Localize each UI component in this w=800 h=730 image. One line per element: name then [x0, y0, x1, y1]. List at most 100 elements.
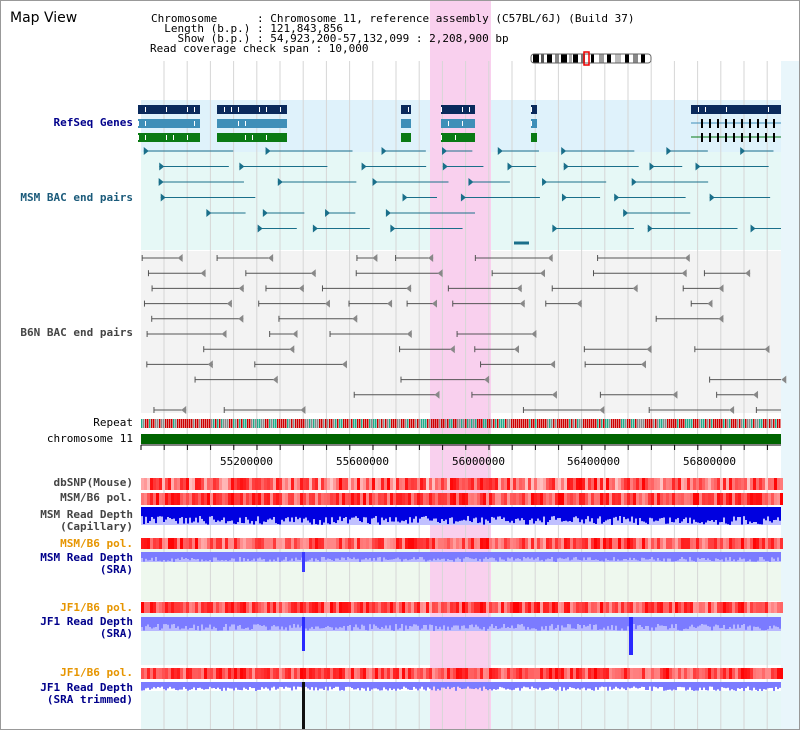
read-depth-bar — [225, 507, 227, 524]
repeat-mark — [495, 419, 497, 428]
read-depth-gap — [603, 627, 605, 631]
repeat-mark — [295, 419, 297, 428]
heat-cell — [759, 538, 762, 549]
read-depth-gap — [371, 518, 373, 525]
read-depth-bar — [163, 507, 165, 523]
heat-cell — [261, 538, 264, 549]
heat-cell — [402, 478, 405, 490]
gene-exon — [733, 119, 735, 128]
repeat-mark — [395, 419, 397, 428]
read-depth-gap — [703, 524, 705, 525]
track-label-msm-b6-pol-1[interactable]: MSM/B6 pol. — [60, 491, 133, 504]
track-label-refseq-genes[interactable]: RefSeq Genes — [53, 116, 133, 129]
read-depth-gap — [425, 516, 427, 525]
track-label-msm-b6-pol-2[interactable]: MSM/B6 pol. — [60, 537, 133, 550]
track-label-jf1-b6-pol-1[interactable]: JF1/B6 pol. — [60, 601, 133, 614]
heat-cell — [723, 478, 726, 490]
heat-cell — [684, 493, 687, 505]
heat-cell — [660, 602, 663, 613]
heat-cell — [201, 493, 204, 505]
track-label-dbsnp[interactable]: dbSNP(Mouse) — [53, 476, 133, 489]
read-depth-gap — [461, 625, 463, 631]
heat-cell — [147, 602, 150, 613]
read-depth-bar — [193, 617, 195, 625]
read-depth-gap — [553, 629, 555, 631]
read-depth-gap — [179, 629, 181, 631]
heat-cell — [567, 668, 570, 679]
repeat-mark — [293, 419, 295, 428]
track-label-jf1-read-depth-sra-trimmed[interactable]: JF1 Read Depth (SRA trimmed) — [40, 681, 133, 706]
read-depth-gap — [605, 520, 607, 525]
read-depth-bar — [453, 617, 455, 626]
heat-cell — [525, 538, 528, 549]
heat-cell — [465, 478, 468, 490]
read-depth-bar — [627, 682, 629, 688]
read-depth-gap — [391, 559, 393, 562]
read-depth-bar — [389, 682, 391, 689]
track-label-jf1-read-depth-sra[interactable]: JF1 Read Depth (SRA) — [40, 615, 133, 640]
read-depth-gap — [711, 630, 713, 631]
heat-cell — [705, 538, 708, 549]
read-depth-gap — [251, 629, 253, 631]
track-label-msm-bac-end-pairs[interactable]: MSM BAC end pairs — [20, 191, 133, 204]
read-depth-gap — [693, 519, 695, 525]
read-depth-gap — [473, 627, 475, 631]
read-depth-bar — [367, 617, 369, 631]
track-label-msm-read-depth-sra[interactable]: MSM Read Depth (SRA) — [40, 551, 133, 576]
read-depth-gap — [615, 560, 617, 562]
read-depth-bar — [739, 682, 741, 689]
track-label-jf1-b6-pol-2[interactable]: JF1/B6 pol. — [60, 666, 133, 679]
read-depth-bar — [585, 507, 587, 520]
read-depth-gap — [147, 523, 149, 525]
track-label-msm-read-depth-capillary[interactable]: MSM Read Depth (Capillary) — [40, 508, 133, 533]
read-depth-gap — [313, 519, 315, 525]
read-depth-bar — [191, 507, 193, 523]
track-label-chromosome[interactable]: chromosome 11 — [46, 432, 133, 445]
track-label-b6n-bac-end-pairs[interactable]: B6N BAC end pairs — [20, 326, 133, 339]
heat-cell — [300, 538, 303, 549]
read-depth-gap — [507, 557, 509, 562]
heat-cell — [636, 493, 639, 505]
heat-cell — [351, 602, 354, 613]
heat-cell — [687, 478, 690, 490]
read-depth-gap — [591, 629, 593, 631]
read-depth-bar — [485, 682, 487, 690]
read-depth-gap — [661, 518, 663, 525]
read-depth-bar — [581, 552, 583, 561]
heat-cell — [735, 538, 738, 549]
read-depth-gap — [233, 624, 235, 631]
read-depth-bar — [575, 617, 577, 630]
read-depth-bar — [197, 682, 199, 689]
repeat-mark — [169, 419, 171, 428]
read-depth-gap — [579, 522, 581, 525]
heat-cell — [768, 493, 771, 505]
read-depth-gap — [341, 521, 343, 525]
read-depth-bar — [379, 552, 381, 558]
heat-cell — [762, 538, 765, 549]
read-depth-gap — [755, 522, 757, 525]
heat-cell — [369, 602, 372, 613]
heat-cell — [747, 668, 750, 679]
read-depth-gap — [529, 558, 531, 562]
read-depth-bar — [729, 552, 731, 558]
heat-cell — [585, 668, 588, 679]
read-depth-bar — [539, 617, 541, 631]
read-depth-bar — [577, 552, 579, 560]
read-depth-gap — [529, 520, 531, 525]
read-depth-bar — [651, 617, 653, 628]
gene-exon-edge — [441, 107, 442, 112]
track-label-repeat[interactable]: Repeat — [93, 416, 133, 429]
read-depth-bar — [391, 617, 393, 631]
heat-cell — [462, 478, 465, 490]
read-depth-bar — [607, 682, 609, 691]
heat-cell — [468, 538, 471, 549]
read-depth-bar — [607, 552, 609, 561]
read-depth-gap — [309, 559, 311, 562]
heat-cell — [246, 538, 249, 549]
read-depth-gap — [761, 524, 763, 525]
heat-cell — [618, 668, 621, 679]
repeat-mark — [227, 419, 229, 428]
read-depth-bar — [759, 682, 761, 689]
heat-cell — [627, 493, 630, 505]
